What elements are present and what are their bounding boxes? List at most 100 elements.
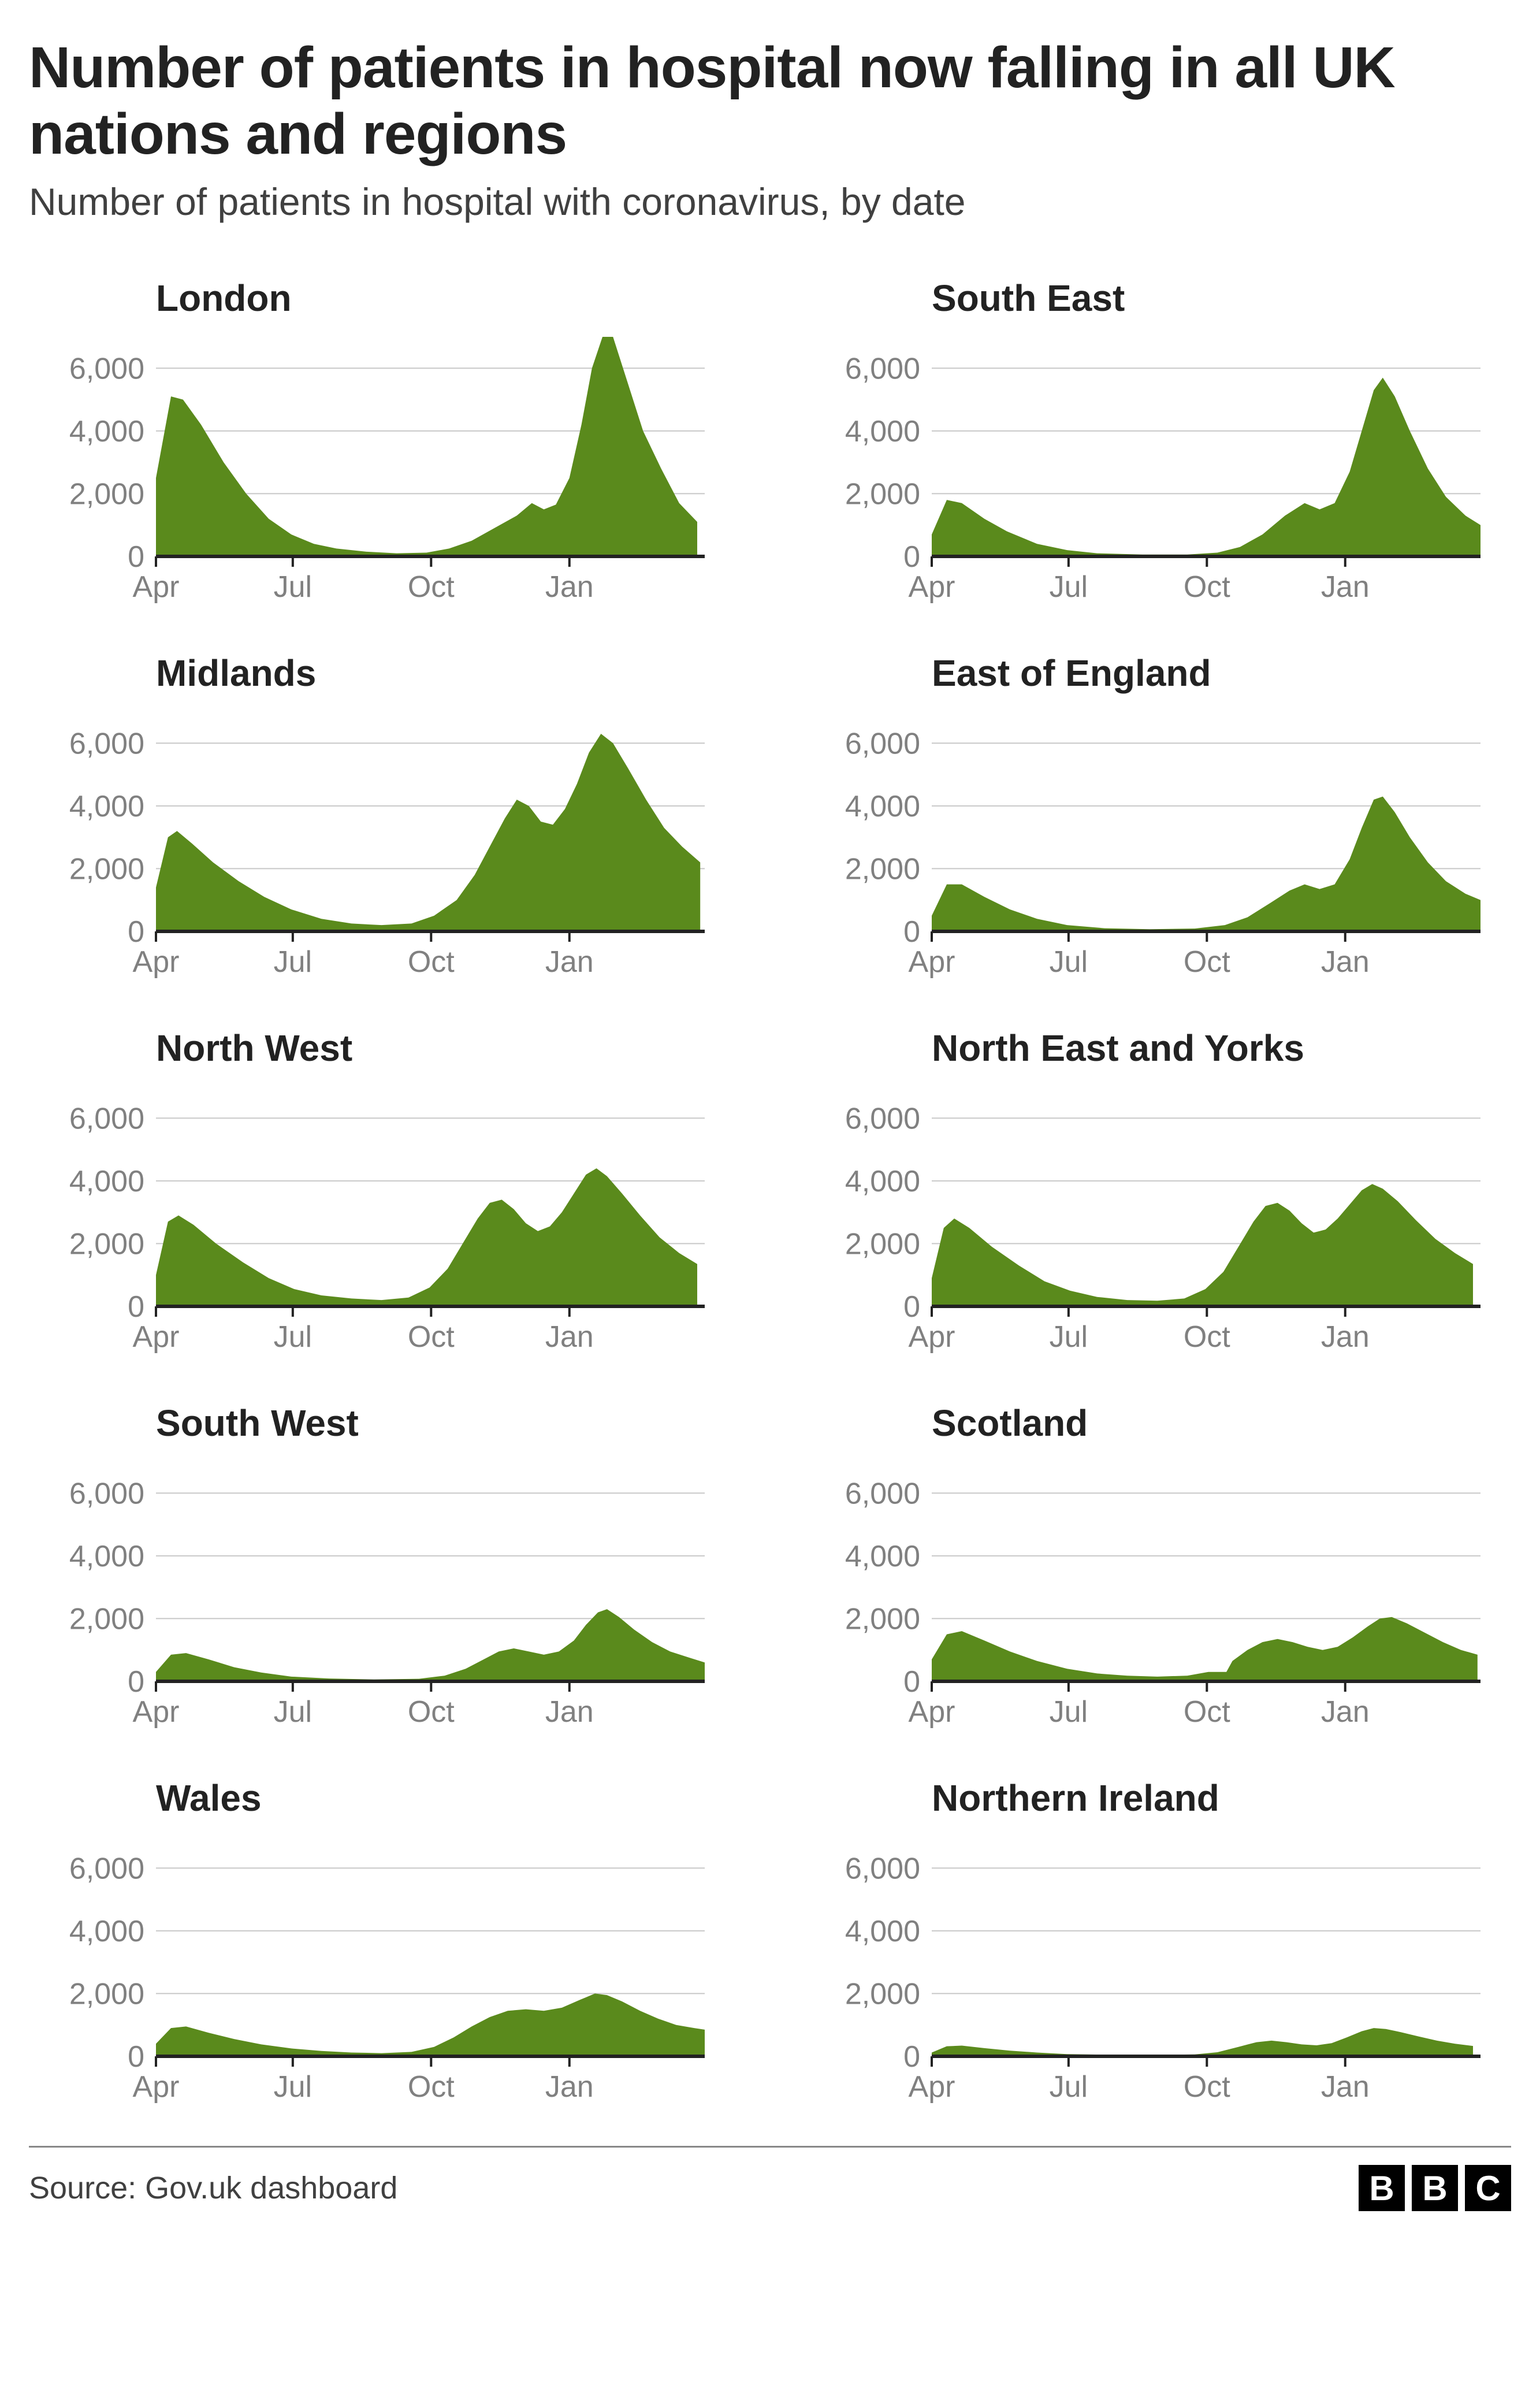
svg-text:Apr: Apr	[909, 1695, 955, 1729]
svg-text:6,000: 6,000	[845, 352, 920, 385]
bbc-logo-block: C	[1465, 2165, 1511, 2211]
svg-text:6,000: 6,000	[69, 727, 144, 760]
svg-text:Jul: Jul	[274, 945, 312, 979]
chart-north-west: 0 2,000 4,000 6,000 Apr Jul Oct Jan	[29, 1081, 722, 1358]
svg-text:6,000: 6,000	[845, 1852, 920, 1885]
svg-text:Oct: Oct	[408, 2070, 455, 2104]
svg-text:2,000: 2,000	[845, 1978, 920, 2011]
svg-text:2,000: 2,000	[69, 1228, 144, 1261]
chart-northern-ireland: 0 2,000 4,000 6,000 Apr Jul Oct Jan	[805, 1831, 1498, 2108]
panel-title: Scotland	[932, 1402, 1511, 1444]
svg-text:4,000: 4,000	[845, 790, 920, 823]
svg-text:4,000: 4,000	[69, 1165, 144, 1198]
svg-text:Jan: Jan	[545, 2070, 594, 2104]
svg-text:Apr: Apr	[133, 1695, 180, 1729]
svg-text:2,000: 2,000	[69, 478, 144, 511]
panel-title: London	[156, 277, 735, 320]
svg-text:2,000: 2,000	[69, 1603, 144, 1636]
panel-title: South East	[932, 277, 1511, 320]
svg-text:6,000: 6,000	[69, 1102, 144, 1135]
svg-text:Apr: Apr	[133, 1320, 180, 1354]
panel-scotland: Scotland02,0004,0006,000AprJulOctJan	[805, 1402, 1511, 1736]
panel-wales: Wales02,0004,0006,000AprJulOctJan	[29, 1777, 735, 2111]
svg-text:Oct: Oct	[408, 570, 455, 604]
chart-south-west: 02,0004,0006,000AprJulOctJan	[29, 1456, 722, 1733]
svg-text:Apr: Apr	[133, 570, 180, 604]
svg-text:Apr: Apr	[909, 945, 955, 979]
svg-text:6,000: 6,000	[69, 352, 144, 385]
svg-text:Apr: Apr	[909, 2070, 955, 2104]
svg-text:Jul: Jul	[1050, 1320, 1088, 1354]
svg-text:2,000: 2,000	[69, 853, 144, 886]
chart-wales: 02,0004,0006,000AprJulOctJan	[29, 1831, 722, 2108]
panel-title: Wales	[156, 1777, 735, 1819]
svg-text:4,000: 4,000	[845, 1165, 920, 1198]
svg-text:Apr: Apr	[909, 570, 955, 604]
svg-text:Jul: Jul	[274, 570, 312, 604]
chart-ne-yorks: 02,0004,0006,000AprJulOctJan	[805, 1081, 1498, 1358]
svg-text:4,000: 4,000	[69, 415, 144, 448]
svg-text:Oct: Oct	[1184, 1695, 1230, 1729]
svg-text:Jul: Jul	[274, 1695, 312, 1729]
bbc-logo-block: B	[1412, 2165, 1458, 2211]
footer: Source: Gov.uk dashboard BBC	[29, 2146, 1511, 2211]
svg-text:Apr: Apr	[133, 2070, 180, 2104]
chart-east-england: 02,0004,0006,000AprJulOctJan	[805, 706, 1498, 983]
svg-text:Jul: Jul	[1050, 945, 1088, 979]
svg-text:Oct: Oct	[1184, 2070, 1230, 2104]
panel-title: South West	[156, 1402, 735, 1444]
svg-text:Jan: Jan	[1321, 945, 1370, 979]
panel-title: Midlands	[156, 652, 735, 694]
svg-text:Jul: Jul	[274, 2070, 312, 2104]
chart-scotland: 02,0004,0006,000AprJulOctJan	[805, 1456, 1498, 1733]
svg-text:Jul: Jul	[1050, 2070, 1088, 2104]
svg-text:Apr: Apr	[909, 1320, 955, 1354]
svg-text:6,000: 6,000	[845, 1102, 920, 1135]
panel-south-east: South East02,0004,0006,000AprJulOctJan	[805, 277, 1511, 611]
svg-text:0: 0	[128, 915, 144, 949]
source-label: Source: Gov.uk dashboard	[29, 2170, 397, 2206]
svg-text:Jul: Jul	[1050, 570, 1088, 604]
chart-south-east: 02,0004,0006,000AprJulOctJan	[805, 331, 1498, 608]
svg-text:Jan: Jan	[1321, 1695, 1370, 1729]
panel-ne-yorks: North East and Yorks02,0004,0006,000AprJ…	[805, 1027, 1511, 1361]
panel-london: London 0 2,000 4,000 6,000 Apr Jul Oct Jan	[29, 277, 735, 611]
svg-text:Jul: Jul	[274, 1320, 312, 1354]
svg-text:Oct: Oct	[408, 1320, 455, 1354]
svg-text:4,000: 4,000	[845, 415, 920, 448]
svg-text:Jan: Jan	[545, 1320, 594, 1354]
panel-south-west: South West02,0004,0006,000AprJulOctJan	[29, 1402, 735, 1736]
svg-text:4,000: 4,000	[69, 1915, 144, 1948]
svg-text:Jan: Jan	[1321, 570, 1370, 604]
svg-text:0: 0	[903, 540, 920, 574]
svg-text:Oct: Oct	[1184, 570, 1230, 604]
svg-text:2,000: 2,000	[69, 1978, 144, 2011]
svg-text:2,000: 2,000	[845, 853, 920, 886]
bbc-logo-block: B	[1359, 2165, 1405, 2211]
svg-text:Oct: Oct	[1184, 1320, 1230, 1354]
svg-text:4,000: 4,000	[69, 1540, 144, 1573]
svg-text:0: 0	[903, 915, 920, 949]
svg-text:6,000: 6,000	[845, 1477, 920, 1510]
chart-midlands: 02,0004,0006,000AprJulOctJan	[29, 706, 722, 983]
svg-text:2,000: 2,000	[845, 1603, 920, 1636]
svg-text:0: 0	[128, 540, 144, 574]
bbc-logo: BBC	[1359, 2165, 1511, 2211]
panel-title: Northern Ireland	[932, 1777, 1511, 1819]
svg-text:Jan: Jan	[1321, 2070, 1370, 2104]
page-subtitle: Number of patients in hospital with coro…	[29, 179, 1511, 225]
svg-text:0: 0	[128, 1665, 144, 1699]
panel-east-england: East of England02,0004,0006,000AprJulOct…	[805, 652, 1511, 986]
svg-text:Oct: Oct	[408, 945, 455, 979]
svg-text:2,000: 2,000	[845, 1228, 920, 1261]
svg-text:Jan: Jan	[545, 570, 594, 604]
panel-title: East of England	[932, 652, 1511, 694]
svg-text:Jan: Jan	[1321, 1320, 1370, 1354]
svg-text:Apr: Apr	[133, 945, 180, 979]
svg-text:4,000: 4,000	[845, 1915, 920, 1948]
page-title: Number of patients in hospital now falli…	[29, 35, 1511, 168]
svg-text:0: 0	[128, 1290, 144, 1324]
svg-text:0: 0	[903, 1665, 920, 1699]
svg-text:6,000: 6,000	[845, 727, 920, 760]
svg-text:0: 0	[903, 2040, 920, 2074]
